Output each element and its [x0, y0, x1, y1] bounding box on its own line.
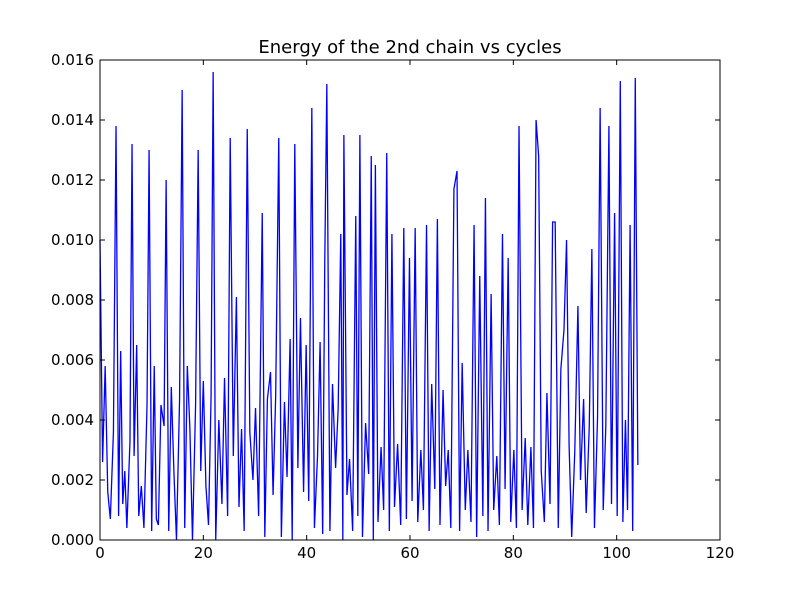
data-line	[99, 71, 639, 541]
x-tick-label: 120	[706, 544, 735, 562]
y-tick-label: 0.016	[51, 51, 94, 69]
y-tick-label: 0.012	[51, 171, 94, 189]
y-tick-label: 0.008	[51, 291, 94, 309]
x-tick-label: 100	[602, 544, 631, 562]
y-tick-label: 0.002	[51, 471, 94, 489]
y-tick-label: 0.004	[51, 411, 94, 429]
y-tick-label: 0.006	[51, 351, 94, 369]
y-tick-label: 0.010	[51, 231, 94, 249]
x-tick-label: 60	[400, 544, 419, 562]
y-tick-label: 0.000	[51, 531, 94, 549]
x-tick-label: 40	[297, 544, 316, 562]
chart-title: Energy of the 2nd chain vs cycles	[258, 37, 561, 58]
x-tick-label: 80	[504, 544, 523, 562]
x-tick-label: 20	[194, 544, 213, 562]
x-tick-label: 0	[95, 544, 105, 562]
y-tick-label: 0.014	[51, 111, 94, 129]
